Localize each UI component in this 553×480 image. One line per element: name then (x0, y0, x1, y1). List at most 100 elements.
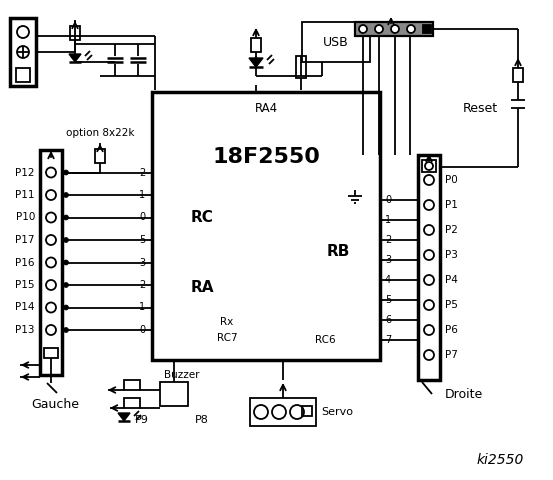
Text: P3: P3 (445, 250, 458, 260)
Circle shape (64, 192, 69, 197)
Circle shape (64, 305, 69, 310)
Text: P8: P8 (195, 415, 209, 425)
Text: P14: P14 (15, 302, 35, 312)
Text: P17: P17 (15, 235, 35, 245)
Bar (124, 380, 140, 390)
Bar (250, 398, 316, 426)
Text: RA: RA (190, 279, 214, 295)
Text: Rx: Rx (221, 317, 233, 327)
Bar (10, 18, 36, 86)
Text: 7: 7 (385, 335, 392, 345)
Circle shape (17, 26, 29, 38)
Circle shape (46, 235, 56, 245)
Circle shape (46, 168, 56, 178)
Circle shape (64, 260, 69, 265)
Text: 1: 1 (139, 190, 145, 200)
Bar (124, 398, 140, 408)
Circle shape (424, 275, 434, 285)
Circle shape (290, 405, 304, 419)
Circle shape (424, 350, 434, 360)
Text: Reset: Reset (463, 101, 498, 115)
Text: P6: P6 (445, 325, 458, 335)
Text: P9: P9 (135, 415, 149, 425)
Bar (251, 38, 261, 52)
Text: 4: 4 (385, 275, 391, 285)
Bar (422, 160, 436, 172)
Circle shape (272, 405, 286, 419)
Text: RC7: RC7 (217, 333, 237, 343)
Bar (302, 406, 312, 416)
Text: 3: 3 (139, 257, 145, 267)
Text: 6: 6 (385, 315, 391, 325)
Text: ki2550: ki2550 (476, 453, 524, 467)
Text: 2: 2 (385, 235, 392, 245)
Circle shape (424, 200, 434, 210)
Circle shape (64, 170, 69, 175)
Text: 2: 2 (139, 168, 145, 178)
Text: 5: 5 (139, 235, 145, 245)
Circle shape (254, 405, 268, 419)
Bar (40, 150, 62, 375)
Polygon shape (249, 58, 263, 67)
Circle shape (425, 162, 433, 170)
Text: P2: P2 (445, 225, 458, 235)
Text: P16: P16 (15, 257, 35, 267)
Text: RB: RB (326, 244, 349, 260)
Text: P12: P12 (15, 168, 35, 178)
Bar (418, 155, 440, 380)
Text: P11: P11 (15, 190, 35, 200)
Text: P0: P0 (445, 175, 458, 185)
Text: P15: P15 (15, 280, 35, 290)
Text: P1: P1 (445, 200, 458, 210)
Text: P7: P7 (445, 350, 458, 360)
Text: Servo: Servo (321, 407, 353, 417)
Circle shape (64, 215, 69, 220)
Circle shape (64, 327, 69, 333)
Text: 18F2550: 18F2550 (212, 147, 320, 167)
Text: 1: 1 (385, 215, 391, 225)
Text: 0: 0 (385, 195, 391, 205)
Bar (70, 26, 80, 40)
Circle shape (424, 300, 434, 310)
Circle shape (359, 25, 367, 33)
Bar (16, 68, 30, 82)
Circle shape (407, 25, 415, 33)
Polygon shape (118, 413, 130, 421)
Text: P10: P10 (15, 213, 35, 223)
Bar (44, 348, 58, 358)
Circle shape (424, 225, 434, 235)
Circle shape (424, 175, 434, 185)
Circle shape (17, 46, 29, 58)
Text: 0: 0 (139, 213, 145, 223)
Text: 0: 0 (139, 325, 145, 335)
Text: Gauche: Gauche (31, 398, 79, 411)
Circle shape (391, 25, 399, 33)
Circle shape (46, 302, 56, 312)
Text: P4: P4 (445, 275, 458, 285)
Text: 2: 2 (139, 280, 145, 290)
Text: 5: 5 (385, 295, 392, 305)
Text: USB: USB (323, 36, 349, 48)
Circle shape (46, 325, 56, 335)
Bar (296, 56, 306, 78)
Text: Droite: Droite (445, 388, 483, 401)
Circle shape (46, 280, 56, 290)
Text: P5: P5 (445, 300, 458, 310)
Bar (513, 68, 523, 82)
Bar (95, 149, 105, 163)
Bar (302, 22, 370, 62)
Circle shape (46, 213, 56, 223)
Circle shape (424, 325, 434, 335)
Bar (160, 382, 188, 406)
Circle shape (64, 283, 69, 288)
Text: RC: RC (191, 209, 213, 225)
Text: RC6: RC6 (315, 335, 335, 345)
Circle shape (46, 190, 56, 200)
Bar (152, 92, 380, 360)
Polygon shape (69, 54, 81, 62)
Circle shape (424, 250, 434, 260)
Text: option 8x22k: option 8x22k (66, 128, 134, 138)
Text: P13: P13 (15, 325, 35, 335)
Bar (355, 22, 433, 36)
Text: Buzzer: Buzzer (164, 370, 200, 380)
